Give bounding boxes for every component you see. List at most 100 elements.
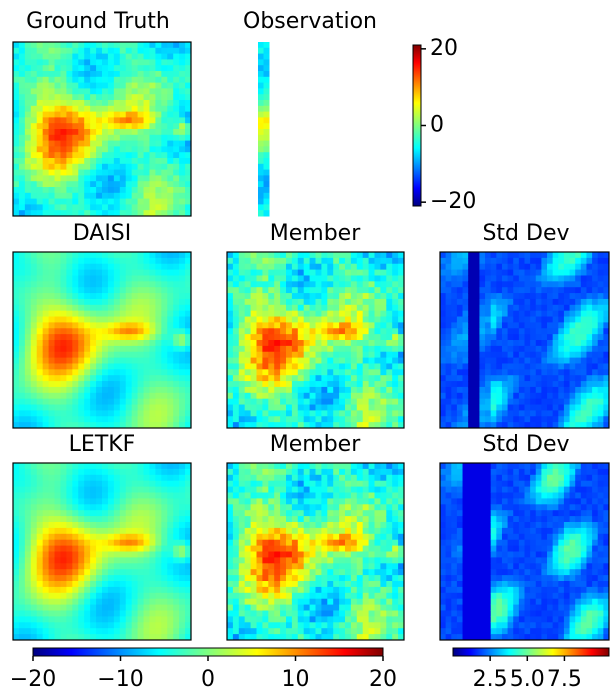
heatmap-cell [558, 363, 565, 370]
heatmap-cell [24, 340, 32, 347]
heatmap-cell [113, 316, 121, 323]
heatmap-cell [137, 71, 145, 78]
heatmap-cell [592, 322, 599, 329]
heatmap-cell [60, 628, 67, 635]
heatmap-cell [303, 381, 311, 388]
heatmap-cell [18, 94, 26, 101]
heatmap-cell [30, 328, 38, 335]
heatmap-cell [356, 322, 364, 329]
heatmap-cell [66, 628, 73, 635]
heatmap-cell [48, 557, 56, 564]
heatmap-cell [24, 404, 32, 411]
heatmap-cell [268, 604, 275, 611]
heatmap-cell [24, 204, 32, 211]
heatmap-cell [161, 71, 168, 78]
heatmap-cell [380, 381, 387, 388]
heatmap-cell [24, 533, 32, 541]
heatmap-cell [468, 298, 475, 306]
heatmap-cell [280, 545, 287, 552]
heatmap-cell [131, 527, 139, 535]
heatmap-cell [185, 175, 192, 182]
heatmap-cell [30, 527, 38, 535]
heatmap-cell [102, 416, 109, 423]
heatmap-cell [72, 210, 79, 217]
heatmap-cell [462, 310, 469, 318]
heatmap-cell [440, 363, 447, 370]
heatmap-cell [119, 586, 127, 594]
heatmap-cell [137, 187, 145, 194]
heatmap-cell [392, 416, 399, 423]
heatmap-cell [48, 71, 56, 78]
heatmap-cell [102, 581, 109, 588]
heatmap-cell [256, 322, 263, 329]
heatmap-cell [36, 622, 44, 629]
heatmap-cell [262, 281, 269, 288]
heatmap-cell [84, 169, 91, 176]
heatmap-cell [232, 410, 240, 417]
heatmap-cell [113, 281, 121, 288]
heatmap-cell [90, 551, 97, 558]
heatmap-cell [149, 363, 156, 370]
heatmap-cell [586, 287, 593, 294]
heatmap-cell [524, 351, 531, 359]
heatmap-cell [374, 310, 381, 318]
heatmap-cell [143, 76, 150, 84]
heatmap-cell [78, 175, 85, 182]
heatmap-cell [90, 622, 97, 629]
heatmap-cell [90, 269, 97, 276]
heatmap-cell [90, 134, 97, 142]
heatmap-cell [137, 210, 145, 217]
heatmap-cell [36, 510, 44, 517]
heatmap-cell [185, 181, 192, 188]
heatmap-cell [374, 416, 381, 423]
heatmap-cell [48, 563, 56, 570]
heatmap-cell [263, 65, 270, 72]
heatmap-cell [345, 269, 352, 276]
heatmap-cell [18, 592, 26, 600]
heatmap-cell [102, 575, 109, 582]
heatmap-cell [592, 363, 599, 370]
heatmap-cell [125, 100, 133, 107]
heatmap-cell [518, 351, 525, 359]
heatmap-cell [530, 369, 537, 376]
heatmap-cell [262, 386, 269, 394]
heatmap-cell [13, 257, 20, 265]
heatmap-cell [501, 392, 509, 400]
heatmap-cell [125, 287, 133, 294]
heatmap-cell [333, 410, 340, 417]
heatmap-cell [131, 163, 139, 171]
heatmap-cell [54, 187, 61, 194]
heatmap-cell [303, 386, 311, 394]
heatmap-cell [102, 616, 109, 623]
heatmap-cell [580, 410, 587, 417]
heatmap-cell [84, 616, 91, 623]
heatmap-cell [119, 598, 127, 606]
heatmap-cell [380, 375, 387, 382]
heatmap-cell [13, 94, 20, 101]
heatmap-cell [547, 416, 554, 423]
heatmap-cell [496, 386, 503, 394]
heatmap-cell [66, 105, 73, 113]
heatmap-cell [440, 287, 447, 294]
heatmap-cell [333, 310, 340, 318]
heatmap-cell [558, 298, 565, 306]
heatmap-cell [48, 340, 56, 347]
heatmap-cell [18, 316, 26, 323]
heatmap-cell [13, 263, 20, 271]
heatmap-cell [72, 269, 79, 276]
heatmap-cell [60, 293, 67, 300]
heatmap-cell [580, 398, 587, 406]
heatmap-cell [440, 269, 447, 276]
heatmap-cell [155, 175, 162, 182]
heatmap-cell [131, 604, 139, 611]
heatmap-cell [18, 357, 26, 364]
heatmap-cell [42, 53, 50, 60]
heatmap-cell [125, 492, 133, 499]
heatmap-cell [84, 392, 91, 400]
heatmap-cell [473, 293, 480, 300]
heatmap-cell [274, 533, 281, 541]
heatmap-cell [238, 416, 246, 423]
heatmap-cell [297, 510, 305, 517]
heatmap-cell [78, 551, 85, 558]
heatmap-cell [102, 392, 109, 400]
